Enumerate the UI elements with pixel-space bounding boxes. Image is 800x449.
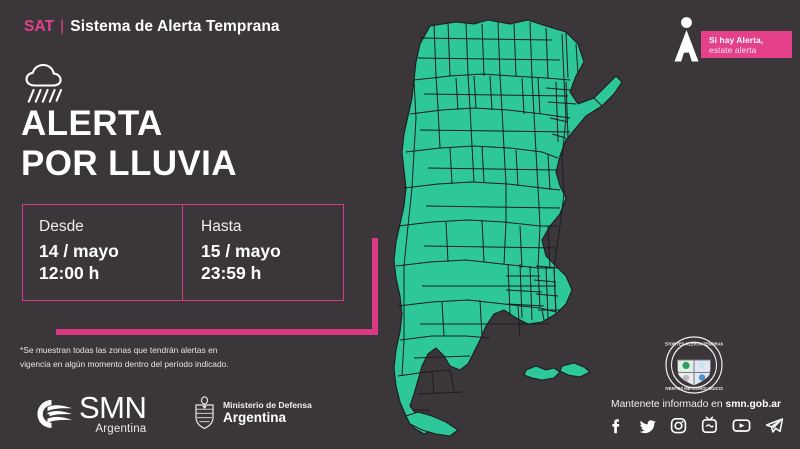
period-to-date: 15 / mayo bbox=[201, 241, 281, 261]
alerta-tag: Si hay Alerta, estate alerta bbox=[701, 31, 792, 58]
period-from-time: 12:00 h bbox=[39, 263, 100, 284]
footnote: *Se muestran todas las zonas que tendrán… bbox=[20, 345, 229, 369]
period-to: Hasta 15 / mayo 23:59 h bbox=[182, 205, 343, 300]
header-separator: | bbox=[60, 18, 65, 35]
smn-country: Argentina bbox=[95, 423, 147, 435]
page-title: Sistema de Alerta Temprana bbox=[70, 18, 280, 35]
smn-mark-icon bbox=[37, 398, 72, 430]
keep-informed-prefix: Mantenete informado en bbox=[611, 399, 726, 410]
seal-bottom-text: EVENTOS METEOROLOGICOS bbox=[665, 386, 723, 391]
social-links bbox=[601, 416, 791, 434]
seal-top-text: REPORTES ALERTA TEMPRANA bbox=[665, 341, 723, 346]
telegram-icon[interactable] bbox=[765, 417, 784, 434]
period-to-time: 23:59 h bbox=[201, 263, 262, 284]
youtube-icon[interactable] bbox=[732, 418, 751, 433]
person-alert-icon bbox=[674, 17, 699, 62]
reportes-alerta-temprana-seal: REPORTES ALERTA TEMPRANA EVENTOS METEORO… bbox=[661, 336, 727, 399]
keep-informed-text: Mantenete informado en smn.gob.ar bbox=[601, 399, 791, 410]
facebook-icon[interactable] bbox=[608, 417, 624, 434]
validity-period: Desde 14 / mayo 12:00 h Hasta 15 / mayo … bbox=[22, 204, 378, 335]
alerta-tag-line1: Si hay Alerta, bbox=[709, 34, 764, 45]
twitter-icon[interactable] bbox=[638, 417, 656, 434]
smn-name: SMN bbox=[79, 390, 147, 425]
ministry-of-defense-logo: Ministerio de Defensa Argentina bbox=[193, 396, 312, 430]
alert-headline: ALERTA POR LLUVIA bbox=[21, 104, 237, 184]
date-box-accent bbox=[56, 238, 378, 335]
tiktok-icon[interactable] bbox=[701, 416, 718, 434]
date-box: Desde 14 / mayo 12:00 h Hasta 15 / mayo … bbox=[22, 204, 344, 301]
rain-cloud-icon bbox=[22, 62, 70, 111]
si-hay-alerta-badge: Si hay Alerta, estate alerta bbox=[668, 16, 792, 64]
smn-logo: SMN Argentina bbox=[28, 390, 147, 436]
ministry-line1: Ministerio de Defensa bbox=[223, 399, 312, 410]
period-from-date: 14 / mayo bbox=[39, 241, 119, 261]
argentina-shield-icon bbox=[195, 396, 214, 430]
alert-headline-line2: POR LLUVIA bbox=[21, 143, 237, 183]
instagram-icon[interactable] bbox=[670, 417, 687, 434]
period-from: Desde 14 / mayo 12:00 h bbox=[23, 205, 182, 300]
ministry-line2: Argentina bbox=[223, 410, 287, 426]
header: SAT | Sistema de Alerta Temprana bbox=[24, 18, 280, 36]
argentina-alert-map bbox=[370, 18, 660, 438]
alert-headline-line1: ALERTA bbox=[21, 104, 163, 143]
website-url[interactable]: smn.gob.ar bbox=[725, 399, 781, 410]
alerta-tag-line2: estate alerta bbox=[709, 44, 757, 55]
sat-acronym: SAT bbox=[24, 18, 55, 35]
period-from-label: Desde bbox=[39, 218, 84, 235]
period-to-label: Hasta bbox=[201, 218, 242, 235]
